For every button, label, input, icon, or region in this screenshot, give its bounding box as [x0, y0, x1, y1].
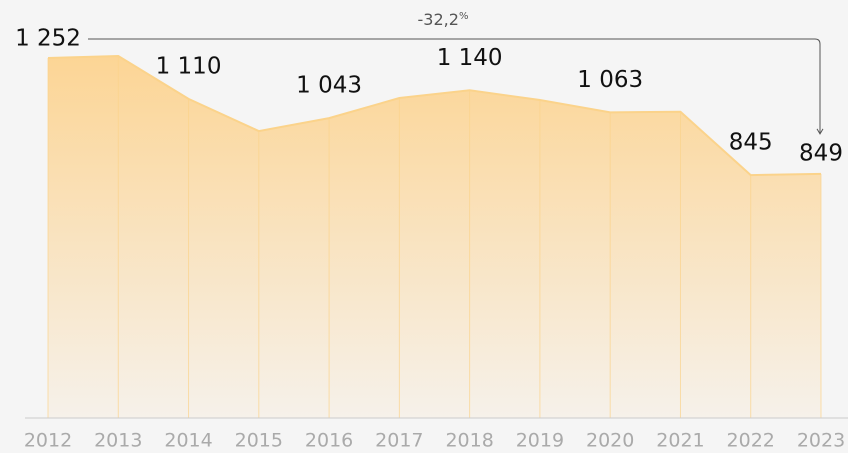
value-label: 1 043 [296, 73, 362, 99]
x-tick-label: 2017 [375, 430, 423, 452]
area-line [47, 55, 822, 177]
annotation: -32,2% [418, 10, 469, 29]
area-fill [48, 56, 821, 418]
x-tick-label: 2019 [516, 430, 564, 452]
value-label: 849 [799, 140, 843, 166]
annotation-unit: % [459, 11, 469, 22]
annotation-line [88, 38, 821, 134]
value-label: 845 [729, 130, 773, 156]
x-tick-label: 2014 [164, 430, 212, 452]
x-tick-label: 2013 [94, 430, 142, 452]
x-tick-label: 2015 [235, 430, 283, 452]
annotation-text: -32,2 [418, 10, 459, 29]
value-label: 1 252 [15, 26, 81, 52]
x-tick-label: 2016 [305, 430, 353, 452]
x-tick-label: 2023 [797, 430, 845, 452]
value-label: 1 140 [437, 45, 503, 71]
x-tick-label: 2012 [24, 430, 72, 452]
x-tick-label: 2021 [656, 430, 704, 452]
value-label: 1 063 [577, 67, 643, 93]
x-tick-label: 2018 [445, 430, 493, 452]
value-label: 1 110 [156, 53, 222, 79]
annotation-arrow [816, 128, 824, 135]
x-tick-label: 2022 [727, 430, 775, 452]
x-tick-label: 2020 [586, 430, 634, 452]
